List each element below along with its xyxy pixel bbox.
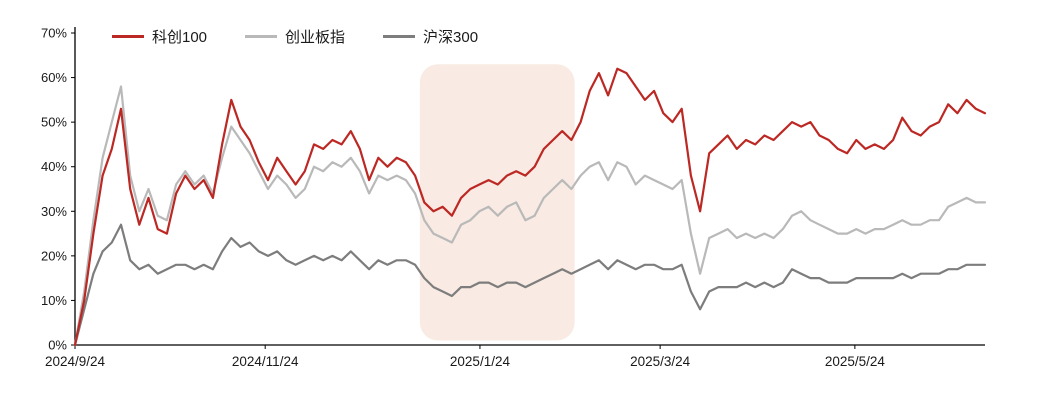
series-line-沪深300	[73, 223, 987, 347]
x-tick-label: 2024/9/24	[45, 354, 106, 369]
legend-line-swatch-darkgray	[383, 35, 416, 38]
legend-item-chuangyebanzhi: 创业板指	[245, 26, 345, 47]
x-tick-label: 2024/11/24	[232, 354, 299, 369]
y-tick-label: 60%	[41, 70, 67, 85]
chart-legend: 科创100 创业板指 沪深300	[112, 26, 478, 47]
highlight-region	[419, 64, 575, 341]
legend-line-swatch-lightgray	[245, 35, 278, 38]
x-tick-label: 2025/1/24	[450, 354, 511, 369]
legend-label: 科创100	[152, 29, 208, 46]
y-tick-label: 40%	[41, 159, 67, 174]
y-tick-label: 70%	[41, 26, 67, 41]
legend-label: 创业板指	[285, 29, 346, 46]
y-tick-label: 50%	[41, 115, 67, 130]
legend-item-hushen300: 沪深300	[383, 26, 478, 47]
series-line-创业板指	[73, 85, 987, 347]
y-tick-label: 30%	[41, 204, 67, 219]
legend-line-swatch-red	[112, 35, 144, 38]
x-tick-label: 2025/3/24	[630, 354, 691, 369]
legend-label: 沪深300	[423, 29, 479, 46]
y-tick-label: 0%	[48, 338, 67, 353]
x-tick-label: 2025/5/24	[825, 354, 886, 369]
legend-item-kechuang100: 科创100	[112, 26, 207, 47]
series-line-科创100	[73, 67, 987, 347]
y-tick-label: 10%	[41, 293, 67, 308]
y-tick-label: 20%	[41, 248, 67, 263]
